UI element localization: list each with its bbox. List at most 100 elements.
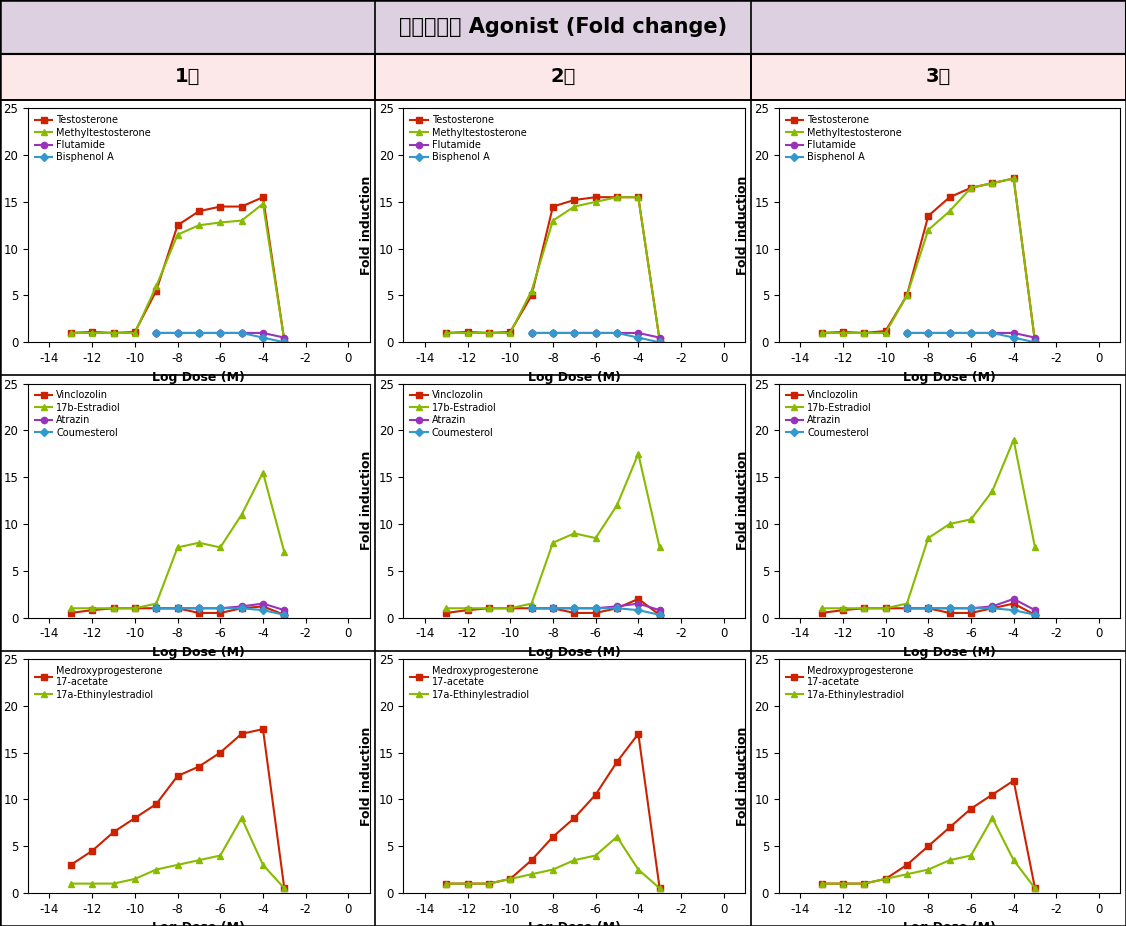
Flutamide: [610, 328, 624, 339]
17b-Estradiol: [235, 509, 249, 520]
Atrazin: [171, 603, 185, 614]
Flutamide: [964, 328, 977, 339]
Testosterone: [837, 327, 850, 338]
Bisphenol A: [632, 332, 645, 344]
Testosterone: [150, 285, 163, 296]
Methyltestosterone: [171, 229, 185, 240]
Atrazin: [900, 603, 913, 614]
Methyltestosterone: [1007, 173, 1020, 184]
Line: Medroxyprogesterone
17-acetate: Medroxyprogesterone 17-acetate: [68, 726, 287, 892]
Coumesterol: [610, 603, 624, 614]
Vinclozolin: [985, 603, 999, 614]
17a-Ethinylestradiol: [568, 855, 581, 866]
Vinclozolin: [128, 603, 142, 614]
Atrazin: [257, 598, 270, 609]
Vinclozolin: [482, 603, 495, 614]
Testosterone: [878, 326, 892, 337]
Bisphenol A: [942, 328, 956, 339]
Methyltestosterone: [568, 201, 581, 212]
Methyltestosterone: [525, 285, 538, 296]
Testosterone: [86, 327, 99, 338]
Y-axis label: Fold induction: Fold induction: [735, 451, 749, 550]
Testosterone: [589, 192, 602, 203]
Flutamide: [214, 328, 227, 339]
Testosterone: [277, 335, 291, 346]
17b-Estradiol: [525, 598, 538, 609]
17b-Estradiol: [150, 598, 163, 609]
Vinclozolin: [878, 603, 892, 614]
Methyltestosterone: [610, 192, 624, 203]
Line: Testosterone: Testosterone: [819, 175, 1038, 344]
Vinclozolin: [858, 603, 872, 614]
17a-Ethinylestradiol: [546, 864, 560, 875]
Atrazin: [653, 605, 667, 616]
Testosterone: [610, 192, 624, 203]
Vinclozolin: [503, 603, 517, 614]
Y-axis label: Fold induction: Fold induction: [360, 726, 374, 826]
Testosterone: [964, 182, 977, 194]
Atrazin: [964, 603, 977, 614]
Vinclozolin: [525, 603, 538, 614]
Bisphenol A: [1028, 337, 1042, 348]
Coumesterol: [589, 603, 602, 614]
Flutamide: [568, 328, 581, 339]
Vinclozolin: [461, 605, 474, 616]
Flutamide: [525, 328, 538, 339]
Medroxyprogesterone
17-acetate: [568, 812, 581, 823]
Methyltestosterone: [439, 328, 453, 339]
X-axis label: Log Dose (M): Log Dose (M): [528, 646, 620, 659]
17a-Ethinylestradiol: [214, 850, 227, 861]
Medroxyprogesterone
17-acetate: [610, 757, 624, 768]
Line: Testosterone: Testosterone: [68, 194, 287, 344]
Line: 17b-Estradiol: 17b-Estradiol: [819, 437, 1038, 611]
Medroxyprogesterone
17-acetate: [150, 798, 163, 809]
X-axis label: Log Dose (M): Log Dose (M): [152, 921, 245, 926]
17a-Ethinylestradiol: [277, 882, 291, 894]
Bisphenol A: [171, 328, 185, 339]
Y-axis label: Fold induction: Fold induction: [735, 726, 749, 826]
17b-Estradiol: [171, 542, 185, 553]
17a-Ethinylestradiol: [482, 878, 495, 889]
17b-Estradiol: [942, 519, 956, 530]
Medroxyprogesterone
17-acetate: [525, 855, 538, 866]
Atrazin: [193, 603, 206, 614]
Methyltestosterone: [900, 290, 913, 301]
17b-Estradiol: [858, 603, 872, 614]
Flutamide: [257, 328, 270, 339]
17b-Estradiol: [568, 528, 581, 539]
Testosterone: [1007, 173, 1020, 184]
Legend: Medroxyprogesterone
17-acetate, 17a-Ethinylestradiol: Medroxyprogesterone 17-acetate, 17a-Ethi…: [409, 664, 540, 702]
Methyltestosterone: [193, 219, 206, 231]
17a-Ethinylestradiol: [1028, 882, 1042, 894]
Atrazin: [150, 603, 163, 614]
Legend: Medroxyprogesterone
17-acetate, 17a-Ethinylestradiol: Medroxyprogesterone 17-acetate, 17a-Ethi…: [33, 664, 164, 702]
17b-Estradiol: [653, 542, 667, 553]
Testosterone: [1028, 336, 1042, 347]
Coumesterol: [257, 605, 270, 616]
Medroxyprogesterone
17-acetate: [128, 812, 142, 823]
17a-Ethinylestradiol: [964, 850, 977, 861]
Testosterone: [921, 210, 935, 221]
17a-Ethinylestradiol: [589, 850, 602, 861]
Testosterone: [439, 328, 453, 339]
17b-Estradiol: [107, 603, 120, 614]
Flutamide: [277, 332, 291, 344]
Y-axis label: Fold induction: Fold induction: [360, 176, 374, 275]
Flutamide: [171, 328, 185, 339]
17b-Estradiol: [589, 532, 602, 544]
Medroxyprogesterone
17-acetate: [1028, 882, 1042, 894]
Flutamide: [1028, 332, 1042, 344]
Vinclozolin: [193, 607, 206, 619]
Methyltestosterone: [150, 281, 163, 292]
Testosterone: [107, 328, 120, 339]
17b-Estradiol: [277, 546, 291, 557]
Flutamide: [193, 328, 206, 339]
17a-Ethinylestradiol: [107, 878, 120, 889]
Line: Flutamide: Flutamide: [528, 330, 663, 341]
Atrazin: [546, 603, 560, 614]
17a-Ethinylestradiol: [921, 864, 935, 875]
Flutamide: [235, 328, 249, 339]
Vinclozolin: [900, 603, 913, 614]
17b-Estradiol: [503, 603, 517, 614]
Testosterone: [985, 178, 999, 189]
